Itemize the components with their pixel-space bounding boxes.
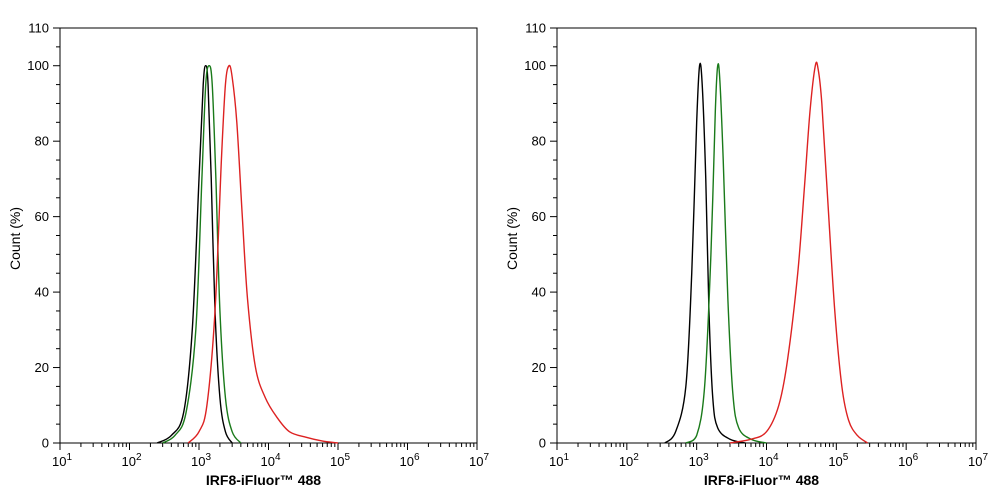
series-line-2	[685, 63, 767, 444]
x-tick-label: 104	[260, 452, 280, 469]
x-axis-label: IRF8-iFluor™ 488	[206, 472, 321, 488]
x-tick-label: 105	[330, 452, 350, 469]
y-tick-label: 60	[532, 209, 546, 224]
x-tick-label: 107	[469, 452, 489, 469]
series-line-2	[162, 65, 242, 444]
series-line-1	[664, 62, 746, 444]
chart-panel-1: 0 20 40 60 80 100 110 101 102 103 104 105 106 107 IRF8…	[7, 21, 489, 489]
y-tick-label: 60	[35, 209, 49, 224]
x-tick-label: 106	[898, 452, 918, 469]
y-tick-label: 100	[27, 58, 49, 73]
x-axis-label: IRF8-iFluor™ 488	[704, 472, 819, 488]
y-tick-label: 40	[35, 285, 49, 300]
x-tick-label: 103	[689, 452, 709, 469]
y-tick-label: 110	[525, 21, 546, 36]
y-tick-label: 100	[524, 58, 546, 73]
x-tick-label: 107	[968, 452, 988, 469]
chart-panel-2: 0 20 40 60 80 100 110 101 102 103 104 105 106 107 IRF8…	[504, 21, 988, 489]
y-tick-label: 80	[532, 134, 546, 149]
y-tick-label: 20	[35, 360, 49, 375]
series-line-3	[729, 61, 868, 444]
y-tick-label: 40	[532, 285, 546, 300]
series-line-3	[187, 64, 339, 444]
plot-frame	[556, 27, 977, 444]
x-tick-label: 105	[828, 452, 848, 469]
x-tick-label: 101	[52, 452, 72, 469]
x-tick-label: 103	[191, 452, 211, 469]
x-tick-label: 102	[619, 452, 639, 469]
y-tick-label: 80	[35, 134, 49, 149]
x-tick-label: 102	[121, 452, 141, 469]
y-tick-label: 0	[539, 436, 546, 451]
plot-frame	[59, 27, 478, 444]
series-line-1	[156, 65, 233, 444]
y-axis-label: Count (%)	[504, 207, 520, 270]
y-tick-label: 20	[532, 360, 546, 375]
x-tick-label: 106	[399, 452, 419, 469]
x-tick-label: 101	[549, 452, 569, 469]
x-tick-label: 104	[758, 452, 778, 469]
y-axis-label: Count (%)	[7, 207, 23, 270]
y-tick-label: 110	[28, 21, 49, 36]
y-tick-label: 0	[42, 436, 49, 451]
